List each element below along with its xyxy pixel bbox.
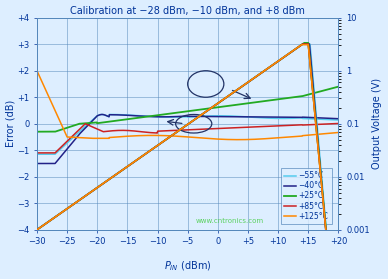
+85°C — [66, 139, 70, 142]
−55°C — [270, 117, 275, 120]
−55°C — [35, 153, 39, 156]
Title: Calibration at −28 dBm, −10 dBm, and +8 dBm: Calibration at −28 dBm, −10 dBm, and +8 … — [70, 6, 305, 16]
Legend: −55°C, −40°C, +25°C, +85°C, +125°C: −55°C, −40°C, +25°C, +85°C, +125°C — [281, 168, 332, 224]
−55°C — [157, 115, 161, 119]
−55°C — [66, 141, 70, 144]
+125°C — [275, 136, 280, 140]
Line: +25°C: +25°C — [37, 87, 338, 132]
−40°C — [99, 113, 104, 116]
−40°C — [242, 115, 247, 119]
−40°C — [35, 162, 39, 165]
Line: −55°C: −55°C — [37, 114, 338, 154]
−55°C — [275, 117, 280, 120]
−40°C — [66, 146, 70, 150]
+125°C — [156, 134, 161, 137]
−40°C — [270, 116, 275, 119]
+125°C — [167, 134, 172, 138]
+125°C — [236, 138, 241, 141]
+25°C — [167, 112, 172, 115]
+25°C — [336, 85, 341, 88]
+25°C — [270, 98, 274, 102]
−55°C — [242, 115, 247, 118]
−55°C — [336, 118, 341, 122]
Y-axis label: Error (dB): Error (dB) — [5, 100, 16, 147]
+85°C — [270, 124, 274, 128]
+85°C — [156, 129, 161, 133]
+125°C — [66, 135, 70, 139]
−55°C — [168, 116, 172, 119]
−40°C — [157, 115, 161, 119]
+85°C — [35, 151, 39, 155]
Line: +85°C: +85°C — [37, 124, 338, 153]
+125°C — [35, 69, 39, 73]
+85°C — [167, 129, 172, 132]
+125°C — [270, 136, 275, 140]
Line: −40°C: −40°C — [37, 114, 338, 163]
−40°C — [275, 116, 280, 119]
+25°C — [242, 102, 246, 105]
+25°C — [35, 130, 39, 133]
−55°C — [107, 113, 112, 116]
Text: www.cntronics.com: www.cntronics.com — [196, 218, 264, 225]
Text: $P_{IN}$ (dBm): $P_{IN}$ (dBm) — [164, 259, 211, 273]
−40°C — [336, 117, 341, 120]
+25°C — [275, 98, 280, 101]
Line: +125°C: +125°C — [37, 71, 338, 140]
+85°C — [336, 122, 341, 125]
+85°C — [242, 126, 246, 129]
+85°C — [275, 124, 280, 128]
−40°C — [168, 115, 172, 119]
+25°C — [66, 126, 70, 129]
+125°C — [336, 131, 341, 134]
+25°C — [156, 114, 161, 117]
+125°C — [242, 138, 247, 141]
Y-axis label: Output Voltage (V): Output Voltage (V) — [372, 78, 383, 169]
